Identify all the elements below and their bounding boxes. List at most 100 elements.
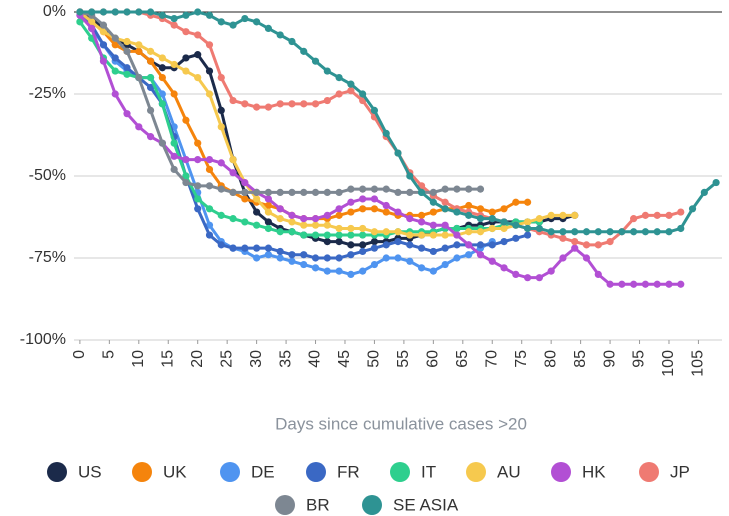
data-point: [300, 188, 308, 196]
data-point: [406, 172, 414, 180]
data-point: [229, 244, 237, 252]
data-point: [571, 238, 579, 246]
legend-marker: [390, 462, 410, 482]
data-point: [323, 211, 331, 219]
data-point: [288, 251, 296, 259]
data-point: [359, 224, 367, 233]
data-point: [441, 205, 449, 213]
data-point: [559, 234, 567, 242]
data-point: [512, 221, 520, 229]
data-point: [618, 280, 626, 288]
data-point: [253, 244, 261, 252]
legend-marker: [220, 462, 240, 482]
data-point: [653, 228, 661, 236]
data-point: [123, 110, 131, 118]
x-tick-label: 95: [631, 350, 648, 368]
data-point: [323, 188, 331, 196]
data-point: [524, 198, 532, 206]
data-point: [347, 87, 355, 95]
data-point: [512, 234, 520, 242]
data-point: [264, 195, 272, 203]
data-point: [382, 228, 390, 236]
data-point: [512, 198, 520, 206]
data-point: [606, 280, 614, 288]
data-point: [641, 280, 650, 288]
data-point: [194, 195, 202, 203]
data-point: [382, 241, 390, 249]
legend-label: HK: [582, 462, 606, 481]
data-point: [394, 228, 402, 236]
data-point: [241, 178, 249, 187]
data-point: [500, 218, 508, 226]
data-point: [524, 218, 532, 226]
data-point: [453, 185, 461, 193]
data-point: [429, 221, 437, 229]
data-point: [205, 90, 214, 98]
data-point: [535, 215, 543, 223]
data-point: [135, 74, 143, 82]
x-tick-label: 25: [218, 350, 235, 368]
data-point: [465, 251, 473, 259]
data-point: [135, 47, 143, 55]
data-point: [488, 215, 496, 223]
data-point: [665, 280, 673, 288]
data-point: [359, 195, 367, 203]
data-point: [229, 169, 237, 177]
data-point: [347, 251, 355, 259]
data-point: [76, 8, 84, 16]
data-point: [453, 231, 461, 239]
data-point: [335, 90, 343, 98]
data-point: [123, 64, 131, 72]
data-point: [146, 57, 155, 65]
data-point: [465, 241, 473, 249]
series: [76, 8, 579, 239]
data-point: [677, 208, 685, 216]
data-point: [217, 185, 225, 193]
data-point: [571, 228, 579, 236]
data-point: [453, 241, 461, 249]
data-point: [582, 254, 591, 262]
data-point: [300, 231, 308, 239]
data-point: [300, 215, 308, 223]
data-point: [111, 8, 119, 16]
data-point: [253, 195, 261, 203]
data-point: [547, 228, 555, 236]
data-point: [500, 238, 508, 246]
data-point: [488, 241, 496, 249]
data-point: [359, 231, 367, 239]
data-point: [323, 67, 331, 75]
data-point: [653, 280, 661, 288]
y-tick-label: -100%: [20, 331, 66, 348]
data-point: [606, 238, 614, 246]
data-point: [370, 185, 379, 193]
data-point: [370, 195, 379, 203]
data-point: [182, 116, 190, 124]
data-point: [370, 228, 379, 236]
data-point: [500, 264, 508, 272]
data-point: [488, 257, 496, 265]
data-point: [241, 195, 249, 203]
data-point: [347, 224, 355, 233]
data-point: [370, 205, 379, 213]
data-point: [194, 156, 202, 164]
data-point: [229, 188, 237, 196]
legend-label: US: [78, 462, 102, 481]
data-point: [441, 185, 449, 193]
data-point: [429, 247, 437, 256]
data-point: [571, 211, 579, 219]
data-point: [311, 231, 320, 239]
data-point: [606, 228, 614, 236]
data-point: [276, 31, 284, 39]
data-point: [594, 241, 602, 249]
legend-label: DE: [251, 462, 275, 481]
data-point: [146, 8, 155, 16]
series-line: [78, 20, 540, 237]
data-point: [429, 208, 437, 216]
data-point: [394, 208, 402, 216]
data-point: [335, 224, 343, 233]
data-point: [394, 149, 402, 157]
data-point: [559, 254, 567, 262]
data-point: [253, 254, 261, 262]
data-point: [146, 74, 155, 82]
x-tick-label: 65: [454, 350, 471, 368]
